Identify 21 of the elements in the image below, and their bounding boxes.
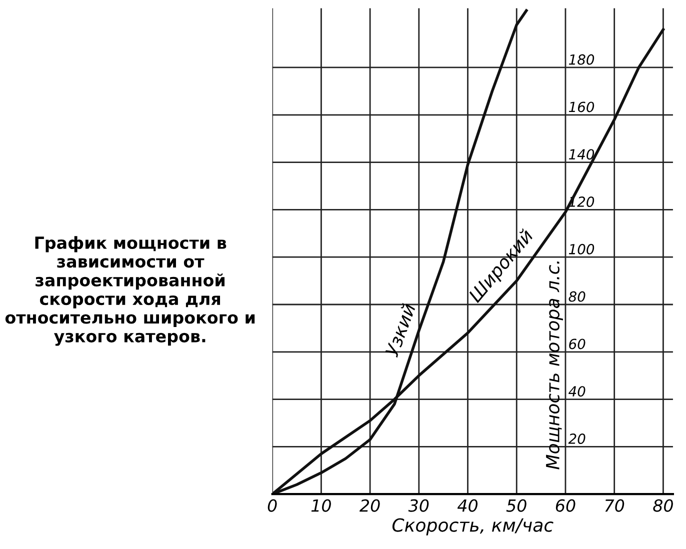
y-tick-label: 160	[568, 102, 594, 112]
y-axis-title: Мощность мотора л.с.	[546, 261, 563, 470]
x-tick-label: 20	[360, 499, 380, 512]
y-tick-label: 80	[568, 291, 586, 302]
x-tick-label: 40	[457, 499, 478, 512]
x-tick-label: 0	[268, 499, 277, 512]
x-tick-label: 10	[311, 499, 331, 512]
x-tick-label: 70	[605, 499, 624, 512]
text: График мощности в зависимости от запроектированной скорости хода для относительно широкого и узкого катеров.	[5, 236, 255, 346]
x-tick-label: 60	[556, 499, 576, 512]
y-tick-label: 20	[568, 434, 586, 444]
x-axis-title: Скорость, км/час	[392, 518, 554, 536]
y-tick-label: 100	[568, 244, 594, 254]
y-tick-label: 180	[568, 54, 594, 65]
x-tick-label: 30	[408, 499, 429, 512]
y-tick-label: 40	[568, 386, 586, 397]
y-tick-label: 140	[568, 149, 594, 160]
y-tick-label: 60	[569, 338, 586, 350]
text: Узкий	[384, 302, 416, 358]
x-tick-label: 80	[653, 499, 673, 512]
x-tick-label: 50	[506, 499, 526, 512]
